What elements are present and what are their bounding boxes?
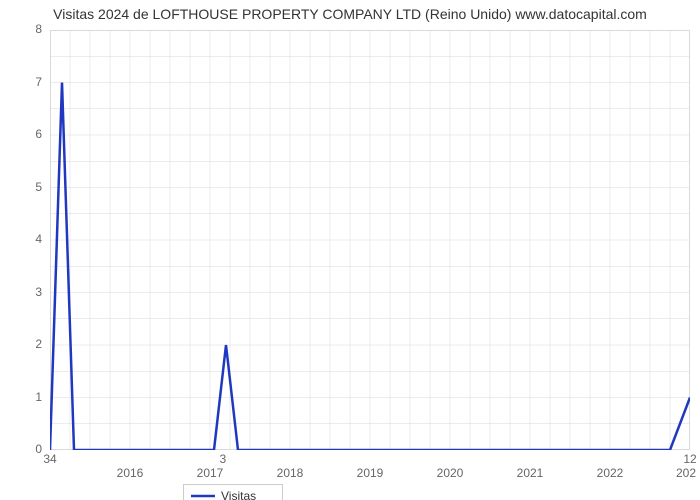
legend-label: Visitas [221, 489, 256, 500]
below-data-label: 12 [678, 452, 700, 466]
x-tick-label: 2018 [270, 466, 310, 480]
y-tick-label: 8 [0, 22, 42, 36]
legend: Visitas [183, 484, 283, 500]
below-data-label: 3 [211, 452, 235, 466]
y-tick-label: 4 [0, 232, 42, 246]
chart-title: Visitas 2024 de LOFTHOUSE PROPERTY COMPA… [0, 6, 700, 22]
y-tick-label: 0 [0, 442, 42, 456]
y-tick-label: 3 [0, 285, 42, 299]
y-tick-label: 1 [0, 390, 42, 404]
x-tick-label: 2021 [510, 466, 550, 480]
x-tick-label: 2017 [190, 466, 230, 480]
y-tick-label: 5 [0, 180, 42, 194]
x-tick-label-edge: 202 [676, 466, 700, 480]
x-tick-label: 2020 [430, 466, 470, 480]
x-tick-label: 2016 [110, 466, 150, 480]
y-tick-label: 2 [0, 337, 42, 351]
chart-plot [50, 30, 690, 450]
chart-container: { "chart": { "type": "line", "title": "V… [0, 0, 700, 500]
x-tick-label: 2022 [590, 466, 630, 480]
x-tick-label: 2019 [350, 466, 390, 480]
y-tick-label: 7 [0, 75, 42, 89]
below-data-label: 34 [38, 452, 62, 466]
y-tick-label: 6 [0, 127, 42, 141]
